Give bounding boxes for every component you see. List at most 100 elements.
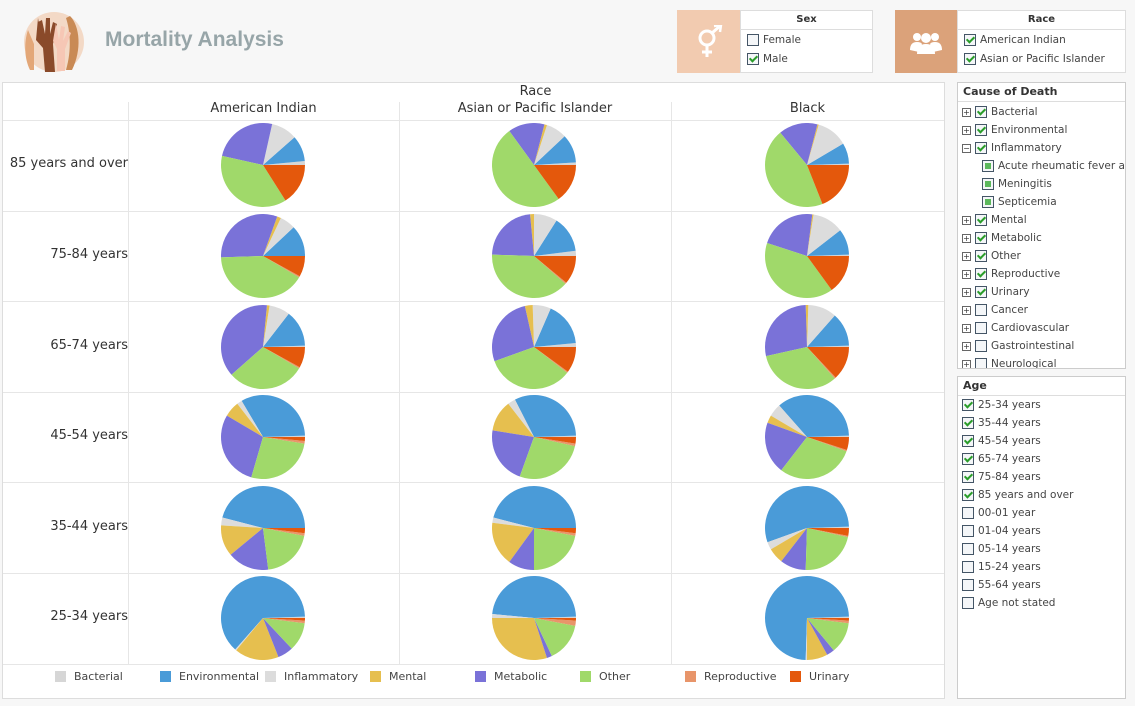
pie-slice-bacterial[interactable] [534, 250, 576, 256]
pie-slice-metabolic[interactable] [780, 527, 807, 570]
pie-slice-metabolic[interactable] [779, 123, 817, 166]
checkbox[interactable] [747, 52, 759, 65]
pie-slice-mental[interactable] [226, 403, 263, 438]
age-item-01-04-years[interactable]: 01-04 years [958, 522, 1125, 540]
pie-slice-urinary[interactable] [534, 618, 576, 621]
pie-slice-mental[interactable] [220, 525, 263, 555]
expand-icon[interactable]: + [962, 359, 971, 369]
pie-slice-other[interactable] [262, 527, 304, 570]
checkbox[interactable] [964, 52, 976, 65]
pie-slice-urinary[interactable] [262, 346, 305, 367]
checkbox[interactable] [962, 579, 974, 591]
checkbox[interactable] [975, 142, 987, 154]
expand-icon[interactable]: + [962, 269, 971, 279]
pie-slice-bacterial[interactable] [806, 345, 849, 347]
cause-item-cancer[interactable]: + Cancer [958, 301, 1125, 319]
pie-slice-urinary[interactable] [262, 437, 305, 442]
checkbox[interactable] [747, 33, 759, 46]
pie-slice-bacterial[interactable] [534, 616, 576, 619]
pie-slice-mental[interactable] [806, 214, 814, 256]
pie-slice-inflammatory[interactable] [770, 405, 807, 438]
pie-slice-urinary[interactable] [262, 255, 305, 277]
pie-slice-reproductive[interactable] [262, 618, 305, 624]
checkbox[interactable] [975, 322, 987, 334]
checkbox[interactable] [962, 597, 974, 609]
cause-item-neurological[interactable]: + Neurological [958, 355, 1125, 369]
pie-slice-inflammatory[interactable] [766, 527, 807, 550]
cause-item-reproductive[interactable]: + Reproductive [958, 265, 1125, 283]
sex-option-female[interactable]: Female [741, 30, 872, 49]
pie-slice-urinary[interactable] [262, 618, 305, 621]
pie-slice-reproductive[interactable] [806, 437, 847, 452]
pie-slice-metabolic[interactable] [509, 123, 545, 166]
age-item-55-64-years[interactable]: 55-64 years [958, 576, 1125, 594]
pie-slice-reproductive[interactable] [534, 618, 576, 627]
checkbox[interactable] [964, 33, 976, 46]
checkbox[interactable] [962, 489, 974, 501]
pie-slice-inflammatory[interactable] [508, 399, 534, 438]
cause-item-septicemia[interactable]: Septicemia [958, 193, 1125, 211]
pie-slice-reproductive[interactable] [806, 618, 849, 624]
checkbox[interactable] [975, 286, 987, 298]
pie-slice-metabolic[interactable] [509, 527, 534, 570]
pie-slice-bacterial[interactable] [262, 616, 305, 619]
pie-slice-reproductive[interactable] [262, 255, 300, 278]
pie-slice-mental[interactable] [806, 124, 819, 166]
checkbox[interactable] [982, 196, 994, 208]
pie-slice-reproductive[interactable] [262, 527, 305, 536]
pie-slice-urinary[interactable] [806, 437, 849, 451]
expand-icon[interactable]: + [962, 305, 971, 315]
pie-slice-other[interactable] [519, 437, 575, 480]
pie-slice-inflammatory[interactable] [806, 304, 835, 347]
pie-slice-environmental[interactable] [262, 313, 305, 347]
cause-item-inflammatory[interactable]: − Inflammatory [958, 139, 1125, 157]
pie-slice-metabolic[interactable] [221, 123, 272, 166]
pie-slice-urinary[interactable] [806, 165, 849, 205]
pie-slice-environmental[interactable] [241, 395, 305, 438]
pie-slice-metabolic[interactable] [492, 305, 534, 361]
pie-slice-other[interactable] [765, 346, 835, 389]
cause-item-urinary[interactable]: + Urinary [958, 283, 1125, 301]
pie-slice-environmental[interactable] [514, 395, 576, 438]
checkbox[interactable] [962, 543, 974, 555]
pie-slice-other[interactable] [534, 527, 576, 570]
pie-slice-reproductive[interactable] [262, 346, 300, 368]
pie-slice-environmental[interactable] [764, 576, 849, 661]
checkbox[interactable] [962, 399, 974, 411]
pie-slice-metabolic[interactable] [230, 527, 268, 570]
pie-slice-environmental[interactable] [764, 485, 849, 542]
expand-icon[interactable]: + [962, 215, 971, 225]
pie-slice-other[interactable] [231, 346, 299, 389]
pie-slice-environmental[interactable] [221, 485, 305, 528]
age-item-05-14-years[interactable]: 05-14 years [958, 540, 1125, 558]
pie-slice-mental[interactable] [534, 124, 547, 166]
pie-slice-inflammatory[interactable] [492, 517, 534, 528]
pie-slice-mental[interactable] [770, 527, 807, 561]
pie-slice-other[interactable] [492, 131, 559, 208]
cause-item-mental[interactable]: + Mental [958, 211, 1125, 229]
age-item-25-34-years[interactable]: 25-34 years [958, 396, 1125, 414]
expand-icon[interactable]: + [962, 233, 971, 243]
pie-slice-metabolic[interactable] [220, 415, 263, 478]
age-item-65-74-years[interactable]: 65-74 years [958, 450, 1125, 468]
checkbox[interactable] [962, 507, 974, 519]
pie-slice-mental[interactable] [766, 415, 807, 438]
pie-slice-mental[interactable] [492, 522, 534, 562]
pie-slice-inflammatory[interactable] [220, 517, 263, 528]
pie-slice-environmental[interactable] [262, 137, 305, 166]
pie-slice-mental[interactable] [524, 304, 534, 347]
pie-slice-metabolic[interactable] [764, 422, 807, 471]
pie-slice-inflammatory[interactable] [806, 214, 840, 256]
pie-slice-mental[interactable] [235, 618, 278, 661]
pie-slice-inflammatory[interactable] [262, 217, 294, 256]
pie-slice-other[interactable] [805, 527, 848, 570]
cause-item-acute-rheumatic-fever-and-c[interactable]: Acute rheumatic fever and c [958, 157, 1125, 175]
pie-slice-reproductive[interactable] [534, 346, 568, 373]
pie-slice-inflammatory[interactable] [262, 305, 289, 347]
checkbox[interactable] [975, 232, 987, 244]
pie-slice-mental[interactable] [805, 304, 808, 347]
pie-slice-mental[interactable] [262, 216, 281, 256]
expand-icon[interactable]: + [962, 323, 971, 333]
pie-slice-inflammatory[interactable] [532, 304, 551, 347]
pie-slice-inflammatory[interactable] [492, 614, 534, 619]
